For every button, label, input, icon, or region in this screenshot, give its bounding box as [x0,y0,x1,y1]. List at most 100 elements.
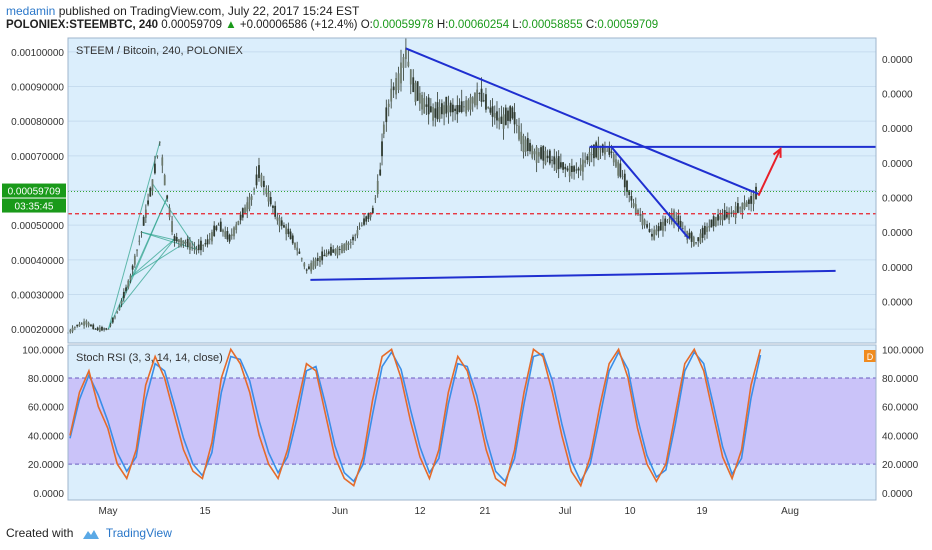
up-arrow-icon: ▲ [225,19,237,31]
price-axis-label: 0.00090000 [11,83,64,94]
candle-body [546,155,549,159]
chart-canvas[interactable]: 0.00100000 0.00090000 0.00080000 0.00070000… [0,0,932,520]
candle-body [253,189,255,191]
candle-body [168,207,171,218]
candle-body [83,321,85,326]
candle-body [392,86,395,91]
stoch-axis-label-right: 0.0000 [882,489,913,500]
candle-body [103,328,106,330]
indicator-badge[interactable] [864,350,876,362]
candle-body [336,246,339,256]
candle-body [414,82,417,102]
candle-body [617,161,620,176]
candle-body [171,221,173,232]
candle-body [719,216,722,220]
candle-body [604,147,606,155]
candle-body [593,144,595,159]
candle-body [323,254,326,257]
stoch-axis-label-right: 80.0000 [882,374,919,385]
x-axis-label: 21 [479,506,491,517]
candle-body [520,131,523,145]
candle-body [498,117,501,122]
candle-body [127,280,130,288]
candle-body [482,100,485,102]
candle-body [356,230,359,236]
candle-body [387,103,390,108]
target-arrow[interactable] [757,148,782,197]
candle-body [202,244,205,246]
candle-body [434,108,437,118]
candle-body [395,78,397,95]
candle-body [750,196,753,204]
support-trendline[interactable] [310,269,836,281]
candle-body [632,202,635,207]
candle-body [228,234,231,242]
candle-body [524,139,527,152]
candle-body [219,221,222,232]
candle-body [612,154,615,163]
tradingview-link[interactable]: TradingView [105,526,172,540]
candle-body [78,323,81,327]
candle-body [628,190,631,195]
candle-body [597,144,600,160]
candle-body [136,249,138,251]
candle-body [703,225,706,235]
candle-body [296,247,299,251]
candle-body [195,248,198,251]
candle-body [300,258,303,260]
candle-body [376,180,379,195]
candle-body [712,216,715,227]
x-axis-label: 19 [696,506,708,517]
right-axis-label: 0.0000 [882,263,913,274]
candle-body [621,176,624,178]
resistance-trendline[interactable] [405,47,759,195]
candle-body [730,212,733,214]
candle-body [156,155,159,157]
candle-body [314,259,317,267]
right-axis-label: 0.0000 [882,55,913,66]
candle-body [615,159,617,167]
resistance-trendline[interactable] [610,146,690,239]
candles [67,37,757,334]
open-label: O: [360,19,373,31]
candle-body [599,148,602,150]
countdown-text: 03:35:45 [15,202,54,213]
candle-body [544,150,547,165]
pattern-line [152,183,197,250]
right-axis-label: 0.0000 [882,193,913,204]
candle-body [436,102,439,120]
author-link[interactable]: medamin [6,4,56,18]
open-value: 0.00059978 [372,19,434,31]
candle-body [690,232,693,242]
candle-body [244,207,246,215]
candle-body [217,224,220,226]
candle-body [161,157,164,166]
candle-body [211,232,213,242]
x-axis-label: 10 [624,506,636,517]
candle-body [109,324,112,326]
candle-body [409,69,412,85]
candle-body [648,229,651,233]
candle-body [440,103,443,115]
candle-body [588,152,591,163]
candle-body [706,226,708,232]
candle-body [80,323,83,325]
candle-body [385,107,388,123]
candle-body [551,159,553,161]
candle-body [407,61,410,67]
candle-body [467,100,470,110]
candle-body [535,147,538,163]
candle-body [365,216,368,222]
candle-body [278,217,281,227]
candle-body [655,229,658,235]
candle-body [721,214,724,221]
candle-body [429,106,432,113]
candle-body [345,242,348,251]
candle-body [564,166,567,170]
candle-body [397,73,400,91]
candle-body [347,243,350,245]
pattern-line [130,238,175,278]
candle-body [85,320,88,325]
candle-body [200,240,202,251]
candle-body [504,107,507,125]
